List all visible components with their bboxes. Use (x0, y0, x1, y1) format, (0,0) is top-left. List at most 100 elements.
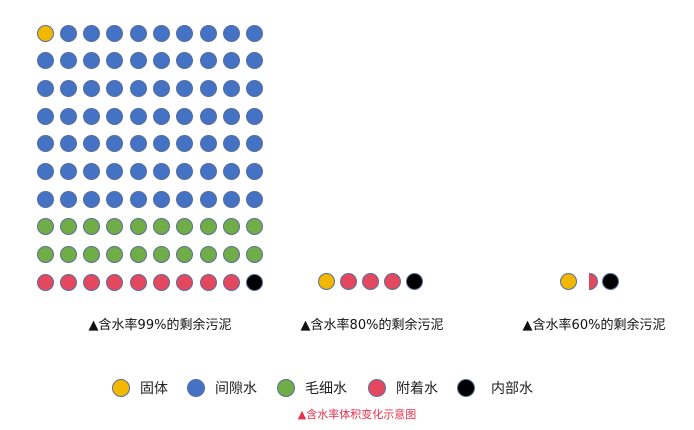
dot-capillary-water (222, 246, 240, 264)
dot-gap-water (59, 163, 77, 180)
dot-gap-water (176, 135, 194, 153)
dot-adhered-water (361, 272, 379, 290)
dot-gap-water (246, 135, 264, 153)
dot-capillary-water (83, 246, 101, 264)
dot-gap-water (222, 135, 240, 153)
dot-gap-water (246, 107, 264, 125)
dot-gap-water (83, 190, 101, 208)
dot-gap-water (246, 190, 264, 208)
diagram-caption: ▲含水率体积变化示意图 (297, 408, 417, 421)
dot-capillary-water (153, 218, 170, 236)
dot-gap-water (176, 79, 194, 97)
dot-gap-water (36, 163, 54, 180)
dot-gap-water (106, 52, 124, 70)
dot-capillary-water (83, 218, 101, 236)
dot-gap-water (83, 135, 101, 153)
dot-gap-water (83, 52, 101, 70)
dot-gap-water (222, 190, 240, 208)
dot-capillary-water (106, 218, 124, 236)
dot-gap-water (36, 135, 54, 153)
dot-gap-water (176, 24, 194, 42)
dot-gap-water (246, 24, 264, 42)
dot-internal-water (246, 273, 264, 291)
dot-gap-water (129, 24, 147, 42)
dot-internal-water (405, 272, 423, 290)
dot-gap-water (222, 52, 240, 70)
dot-gap-water (176, 52, 194, 70)
group-label-99: ▲含水率99%的剩余污泥 (88, 318, 232, 333)
dot-gap-water (59, 107, 77, 125)
dot-solid (317, 272, 335, 290)
dot-capillary-water (59, 218, 77, 236)
legend-item-capillary-water: 毛细水 (277, 378, 347, 398)
dot-adhered-water-half (589, 272, 598, 290)
dot-capillary-water (176, 246, 194, 264)
dot-gap-water (199, 107, 217, 125)
dot-adhered-water (129, 273, 147, 291)
dot-adhered-water (59, 273, 77, 291)
dot-gap-water (153, 79, 170, 97)
dot-gap-water (106, 24, 124, 42)
dot-gap-water (246, 79, 264, 97)
dot-adhered-water (153, 273, 170, 291)
dot-gap-water (129, 107, 147, 125)
dot-capillary-water (246, 218, 264, 236)
dot-gap-water (59, 135, 77, 153)
dot-gap-water (36, 107, 54, 125)
dot-gap-water (176, 190, 194, 208)
dot-gap-water (222, 163, 240, 180)
dot-capillary-water (153, 246, 170, 264)
dot-gap-water (59, 52, 77, 70)
dot-adhered-water (176, 273, 194, 291)
dot-gap-water (199, 135, 217, 153)
legend-swatch (112, 379, 130, 397)
dot-gap-water (83, 107, 101, 125)
dot-capillary-water (222, 218, 240, 236)
dot-gap-water (153, 163, 170, 180)
dot-gap-water (36, 52, 54, 70)
dot-capillary-water (176, 218, 194, 236)
legend-label: 固体 (140, 381, 168, 397)
dot-gap-water (129, 135, 147, 153)
dot-gap-water (222, 107, 240, 125)
dot-gap-water (36, 79, 54, 97)
dot-gap-water (153, 190, 170, 208)
dot-gap-water (153, 107, 170, 125)
legend-label: 毛细水 (305, 381, 347, 397)
dot-gap-water (199, 190, 217, 208)
dot-capillary-water (199, 218, 217, 236)
dot-gap-water (176, 107, 194, 125)
dot-gap-water (36, 190, 54, 208)
dot-adhered-water (383, 272, 401, 290)
dot-gap-water (222, 24, 240, 42)
dot-gap-water (176, 163, 194, 180)
dot-solid (36, 24, 54, 42)
dot-gap-water (129, 79, 147, 97)
dot-capillary-water (129, 246, 147, 264)
dot-adhered-water (199, 273, 217, 291)
dot-gap-water (129, 190, 147, 208)
dot-adhered-water (106, 273, 124, 291)
dot-gap-water (153, 52, 170, 70)
dot-capillary-water (246, 246, 264, 264)
dot-gap-water (106, 163, 124, 180)
dot-adhered-water (36, 273, 54, 291)
dot-gap-water (246, 163, 264, 180)
dot-capillary-water (36, 246, 54, 264)
dot-gap-water (83, 79, 101, 97)
dot-gap-water (83, 163, 101, 180)
dot-gap-water (129, 163, 147, 180)
dot-capillary-water (36, 218, 54, 236)
legend-label: 间隙水 (215, 381, 257, 397)
dot-gap-water (59, 79, 77, 97)
dot-gap-water (106, 107, 124, 125)
dot-adhered-water (339, 272, 357, 290)
legend-item-internal-water: 内部水 (457, 378, 533, 398)
dot-capillary-water (59, 246, 77, 264)
dot-gap-water (106, 190, 124, 208)
dot-gap-water (59, 24, 77, 42)
legend-swatch (277, 379, 295, 397)
dot-internal-water (601, 272, 619, 290)
legend-swatch (457, 379, 475, 397)
